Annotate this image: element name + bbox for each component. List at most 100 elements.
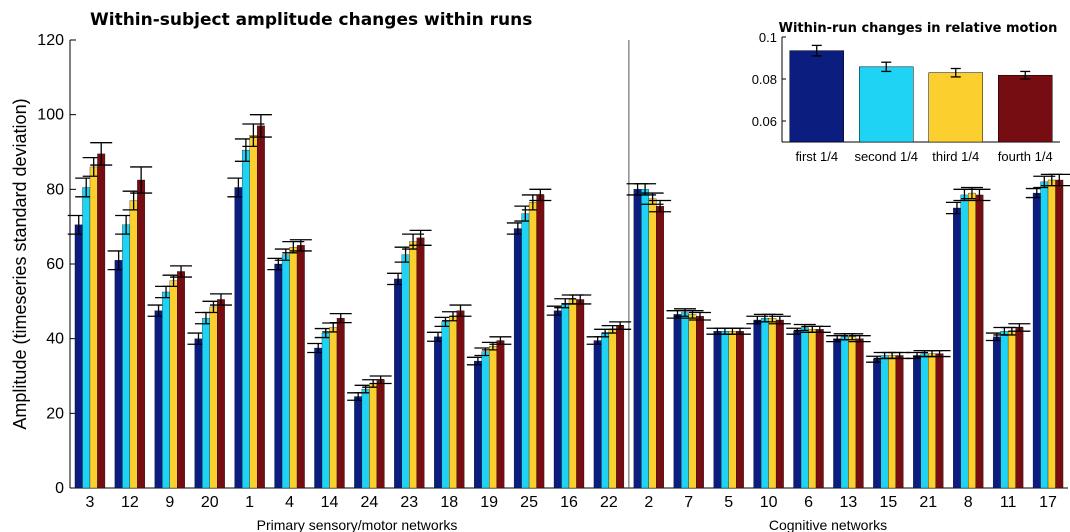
bar: [202, 317, 210, 489]
inset-x-tick-label: third 1/4: [932, 149, 979, 164]
bar: [633, 189, 642, 489]
bar: [913, 355, 921, 489]
group-label-primary: Primary sensory/motor networks: [257, 517, 458, 532]
main-x-tick-label: 1: [245, 494, 254, 511]
bar: [74, 224, 83, 489]
main-x-tick-label: 4: [285, 494, 294, 511]
inset-bar: [789, 50, 844, 143]
inset-x-tick-label: second 1/4: [854, 149, 918, 164]
main-x-tick-label: 20: [201, 494, 219, 511]
bar: [536, 194, 545, 489]
bar: [968, 192, 976, 489]
bar: [880, 355, 889, 489]
inset-error-bar: [950, 67, 961, 78]
main-y-tick-label: 60: [46, 256, 64, 273]
bar: [281, 254, 290, 489]
bar: [169, 280, 178, 489]
inset-error-bar: [881, 61, 892, 73]
bar: [194, 338, 203, 489]
bar: [568, 299, 577, 489]
main-y-tick-label: 80: [46, 181, 64, 198]
main-y-tick-label: 120: [37, 32, 64, 49]
bar: [840, 336, 849, 489]
inset-error-bar: [1020, 70, 1031, 80]
main-x-tick-label: 5: [724, 494, 733, 511]
bar: [249, 135, 258, 489]
bar: [992, 336, 1001, 489]
main-x-tick-label: 16: [560, 494, 578, 511]
bar: [89, 166, 98, 489]
error-bar: [90, 142, 113, 166]
main-x-tick-label: 7: [684, 494, 693, 511]
bar: [808, 329, 817, 489]
bar: [775, 319, 784, 489]
bar: [656, 205, 664, 489]
bar: [162, 291, 170, 489]
main-bars: [67, 114, 1070, 489]
bar: [721, 331, 729, 489]
group-label-cognitive: Cognitive networks: [769, 517, 887, 532]
bar: [376, 379, 385, 489]
inset-error-bar: [811, 44, 822, 57]
bar: [616, 325, 625, 489]
error-bar: [728, 327, 751, 335]
bar: [122, 224, 131, 489]
main-x-tick-label: 19: [480, 494, 498, 511]
bar: [314, 347, 323, 489]
inset-x-tick-label: fourth 1/4: [998, 149, 1053, 164]
inset-chart-title: Within-run changes in relative motion: [779, 21, 1058, 36]
main-x-tick-label: 15: [879, 494, 897, 511]
bar: [855, 338, 864, 489]
bar: [1000, 331, 1009, 489]
error-bar: [130, 166, 153, 194]
error-bar: [1048, 173, 1070, 187]
error-bar: [649, 199, 672, 213]
bar: [648, 198, 657, 489]
error-bar: [808, 325, 831, 333]
bar: [673, 314, 682, 489]
bar: [209, 306, 218, 489]
inset-x-tick-label: first 1/4: [795, 149, 838, 164]
bar: [409, 241, 417, 489]
main-y-tick-label: 100: [37, 107, 64, 124]
inset-bar: [928, 72, 983, 143]
bar: [975, 194, 984, 489]
main-chart-title: Within-subject amplitude changes within …: [90, 10, 532, 30]
bar: [928, 353, 936, 489]
main-y-tick-label: 40: [46, 331, 64, 348]
inset-y-tick-labels: 0.06 0.08 0.1: [752, 30, 777, 129]
bar: [296, 245, 305, 489]
bar: [696, 316, 704, 489]
bar: [713, 331, 722, 489]
main-x-tick-label: 13: [840, 494, 858, 511]
bar: [895, 355, 904, 489]
inset-bars: [789, 44, 1053, 143]
bar: [354, 396, 363, 489]
bar: [1047, 179, 1056, 489]
bar: [960, 194, 969, 489]
bar: [953, 207, 961, 489]
bar: [935, 353, 944, 489]
bar: [97, 153, 106, 489]
inset-y-tick-label: 0.06: [752, 114, 777, 129]
main-x-tick-label: 25: [520, 494, 538, 511]
bar: [177, 271, 185, 489]
bar: [217, 299, 225, 489]
bar: [601, 332, 610, 489]
bar: [873, 359, 882, 489]
bar: [760, 317, 769, 489]
error-bar: [609, 321, 632, 330]
bar: [256, 125, 265, 489]
bar: [576, 299, 585, 489]
bar: [888, 355, 897, 489]
main-x-tick-label: 11: [1000, 494, 1017, 511]
bar: [474, 360, 482, 489]
error-bar: [689, 311, 712, 321]
bar: [114, 260, 123, 489]
error-bar: [569, 294, 592, 305]
bar: [528, 202, 537, 489]
bar: [82, 187, 91, 489]
bar: [274, 263, 283, 489]
bar: [800, 327, 809, 489]
main-y-tick-labels: 0 20 40 60 80 100 120: [37, 32, 64, 497]
